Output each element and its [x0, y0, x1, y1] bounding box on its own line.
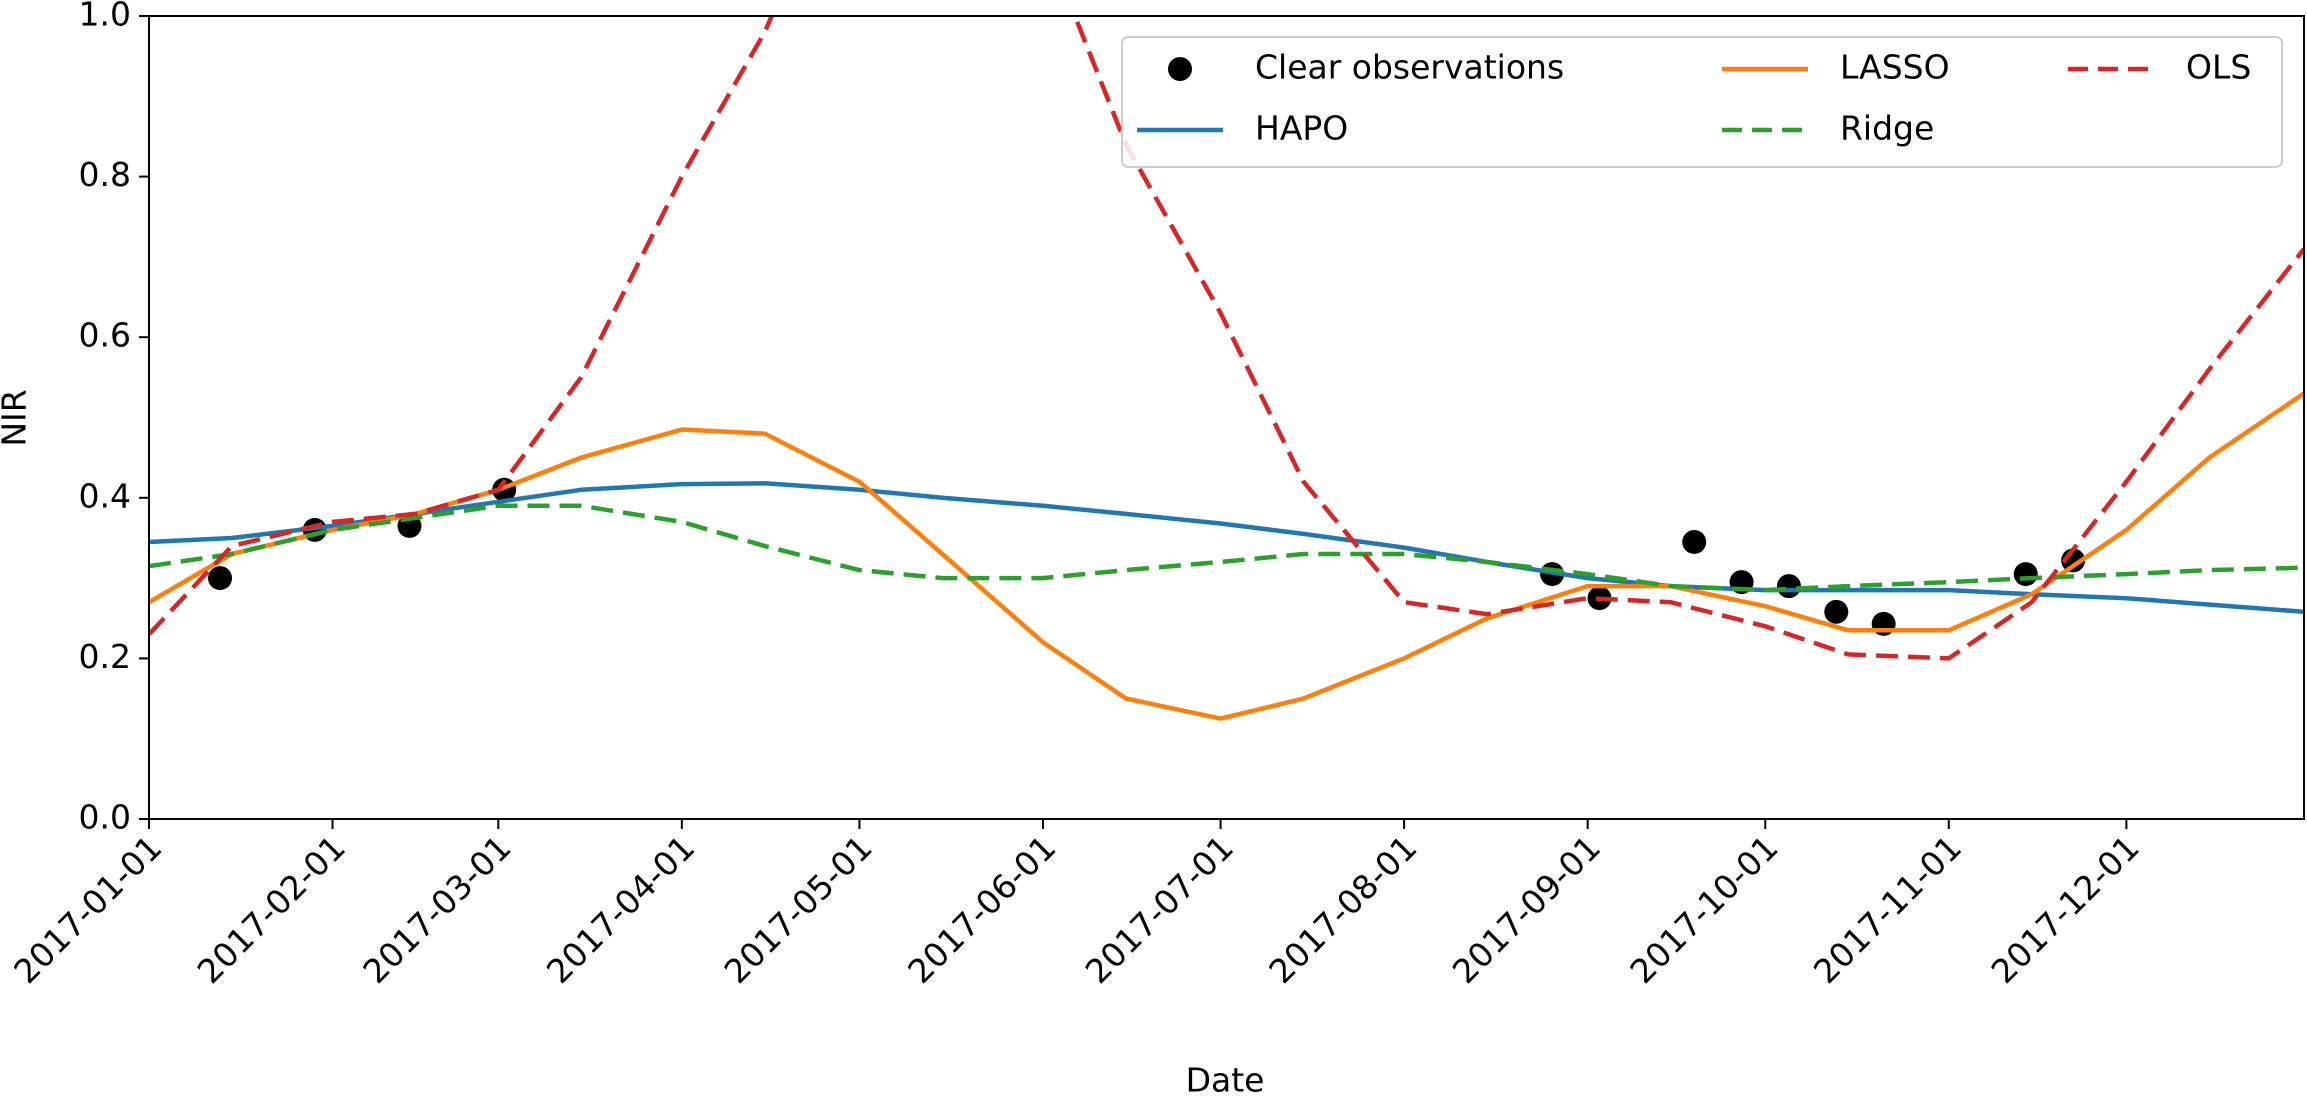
x-tick-label: 2017-12-01 [1984, 828, 2147, 991]
y-tick-label: 0.8 [79, 155, 131, 194]
x-tick-label: 2017-11-01 [1806, 828, 1969, 991]
legend-label: HAPO [1255, 109, 1348, 148]
series-line [149, 503, 2304, 593]
series-line [149, 391, 2304, 721]
observation-point [208, 566, 233, 591]
plot-frame [148, 15, 2305, 820]
plot-area [149, 16, 2304, 721]
y-tick-label: 0.2 [79, 637, 131, 676]
y-tick-label: 0.4 [79, 476, 131, 515]
observation-point [1776, 574, 1801, 599]
x-tick-label: 2017-01-01 [6, 828, 169, 991]
x-axis-label: Date [1186, 1061, 1265, 1098]
y-axis-label: NIR [0, 389, 34, 446]
observation-point [1682, 529, 1707, 554]
y-tick-label: 0.6 [79, 316, 131, 355]
legend-label: Clear observations [1255, 48, 1564, 87]
observation-point [1824, 599, 1849, 624]
legend-marker [1168, 57, 1192, 81]
x-tick-label: 2017-10-01 [1622, 828, 1785, 991]
legend-box [1121, 36, 2283, 168]
legend-label: OLS [2186, 48, 2251, 87]
x-tick-label: 2017-04-01 [539, 828, 702, 991]
x-tick-label: 2017-09-01 [1445, 828, 1608, 991]
x-tick-label: 2017-06-01 [900, 828, 1063, 991]
x-tick-label: 2017-05-01 [717, 828, 880, 991]
legend-label: LASSO [1840, 48, 1950, 87]
legend-label: Ridge [1840, 109, 1934, 148]
y-tick-label: 0.0 [79, 798, 131, 837]
x-tick-label: 2017-08-01 [1261, 828, 1424, 991]
x-tick-label: 2017-02-01 [190, 828, 353, 991]
series-line [149, 481, 2304, 615]
x-tick-label: 2017-03-01 [355, 828, 518, 991]
observation-point [2013, 562, 2038, 587]
series-line [149, 16, 2304, 661]
x-tick-label: 2017-07-01 [1078, 828, 1241, 991]
legend: Clear observations HAPO LASSO Ridge OLS [1121, 36, 2283, 168]
y-tick-label: 1.0 [79, 0, 131, 34]
